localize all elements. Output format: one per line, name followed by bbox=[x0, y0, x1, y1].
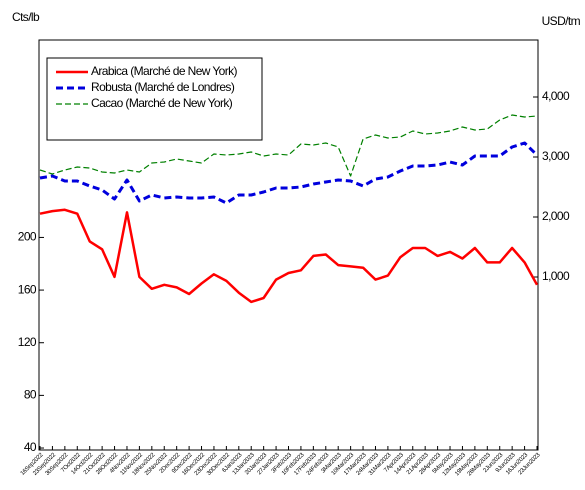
legend-label: Cacao (Marché de New York) bbox=[91, 96, 233, 110]
legend-label: Arabica (Marché de New York) bbox=[91, 64, 238, 78]
y2-axis-label: USD/tm bbox=[542, 14, 581, 28]
y2-tick-label: 1,000 bbox=[542, 269, 570, 283]
y-tick-label: 120 bbox=[18, 335, 37, 349]
y-axis-label: Cts/lb bbox=[12, 10, 40, 24]
y-tick-label: 40 bbox=[24, 440, 37, 454]
series-line bbox=[39, 114, 538, 177]
y-tick-label: 160 bbox=[18, 282, 37, 296]
y-tick-label: 200 bbox=[18, 230, 37, 244]
legend-label: Robusta (Marché de Londres) bbox=[91, 80, 235, 94]
y2-tick-label: 3,000 bbox=[542, 149, 570, 163]
y-tick-label: 80 bbox=[24, 388, 37, 402]
series-line bbox=[39, 208, 539, 304]
series-line bbox=[39, 141, 539, 205]
y2-tick-label: 2,000 bbox=[542, 209, 570, 223]
y2-tick-label: 4,000 bbox=[542, 89, 570, 103]
